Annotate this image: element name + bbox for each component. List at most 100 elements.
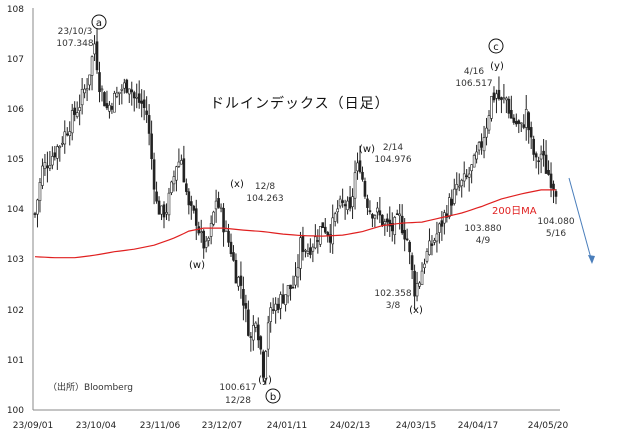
candle-body [385, 218, 389, 223]
candle-body [214, 200, 218, 210]
circled-label-c: c [488, 38, 504, 54]
candle-body [172, 176, 176, 185]
candle-body [328, 234, 332, 243]
candle-body [120, 88, 124, 91]
wave-label-w2: (w) [359, 144, 375, 155]
candle-body [376, 207, 379, 213]
candle-body [403, 229, 406, 240]
candle-body [450, 198, 454, 206]
candle-body [388, 219, 392, 227]
candle-body [346, 200, 349, 210]
candle-body [433, 240, 436, 243]
y-tick-label: 106 [7, 105, 24, 115]
candle-body [462, 173, 466, 182]
candle-body [217, 198, 220, 208]
ma200-label: 200日MA [492, 206, 537, 217]
annotation-ma-date: 4/9 [476, 236, 491, 246]
candle-body [147, 115, 151, 134]
candle-body [261, 351, 265, 378]
candle-body [331, 217, 335, 245]
candle-body [276, 303, 280, 311]
candle-body [264, 351, 268, 379]
candle-body [83, 88, 86, 94]
candle-body [500, 97, 503, 101]
candle-body [180, 160, 183, 165]
candle-body [440, 220, 444, 227]
candlestick-series [33, 28, 558, 385]
candle-body [366, 198, 369, 208]
candle-body [125, 79, 129, 93]
candle-body [130, 89, 134, 93]
candle-body [497, 89, 501, 100]
candle-body [522, 124, 526, 128]
wave-label-x2: (x) [409, 305, 423, 316]
candle-body [90, 56, 94, 76]
candle-body [289, 284, 292, 290]
candle-body [537, 160, 540, 163]
candle-body [316, 240, 320, 242]
candle-body [398, 213, 402, 216]
candle-body [326, 232, 330, 236]
candle-body [423, 263, 426, 269]
annotation-b-value: 100.617 [219, 383, 256, 393]
x-tick-label: 24/03/15 [396, 421, 436, 431]
candle-body [452, 188, 456, 204]
annotation-c-date: 4/16 [464, 67, 484, 77]
candle-body [467, 173, 471, 178]
y-tick-label: 103 [7, 255, 24, 265]
annotation-x2-value: 102.358 [374, 289, 411, 299]
annotation-b-date: 12/28 [225, 396, 251, 406]
candle-body [529, 127, 533, 138]
candle-body [48, 165, 52, 169]
candle-body [259, 336, 263, 350]
candle-body [269, 307, 272, 322]
candle-body [187, 191, 191, 206]
candle-body [170, 181, 173, 193]
candle-body [448, 197, 451, 218]
candle-body [70, 110, 74, 134]
candle-body [60, 142, 64, 145]
candle-body [418, 282, 421, 287]
candle-body [123, 82, 126, 89]
candle-body [182, 158, 186, 183]
candle-body [502, 97, 506, 100]
candle-body [46, 165, 49, 169]
candle-body [132, 92, 136, 99]
y-tick-label: 107 [7, 55, 24, 65]
candle-body [209, 223, 213, 237]
candle-body [309, 247, 312, 255]
candle-body [321, 222, 325, 228]
candle-body [393, 217, 397, 235]
candle-body [271, 309, 275, 311]
annotation-ma-value: 103.880 [464, 224, 501, 234]
candle-body [472, 155, 476, 168]
candle-body [33, 213, 37, 215]
chart-title: ドルインデックス（日足） [210, 95, 390, 112]
candle-body [127, 88, 131, 95]
candle-body [212, 211, 215, 225]
candle-body [475, 151, 478, 160]
candle-body [281, 294, 285, 304]
candle-body [361, 171, 364, 180]
candle-body [301, 235, 305, 252]
candle-body [36, 199, 39, 215]
x-tick-label: 24/02/13 [330, 421, 370, 431]
candle-body [460, 179, 464, 187]
candle-body [93, 43, 96, 55]
candle-body [547, 169, 550, 175]
candle-body [534, 153, 538, 158]
y-tick-label: 102 [7, 306, 24, 316]
annotation-a-date: 23/10/3 [58, 27, 93, 37]
candle-body [145, 110, 148, 115]
candle-body [244, 303, 248, 309]
candle-body [420, 270, 424, 286]
annotation-x1-value: 104.263 [246, 194, 283, 204]
candle-body [542, 150, 545, 156]
candle-body [80, 88, 84, 106]
candle-body [232, 252, 235, 261]
candle-body [306, 251, 310, 254]
candle-body [495, 93, 498, 99]
candle-body [152, 159, 156, 190]
candle-body [415, 283, 419, 297]
candle-body [254, 322, 258, 328]
